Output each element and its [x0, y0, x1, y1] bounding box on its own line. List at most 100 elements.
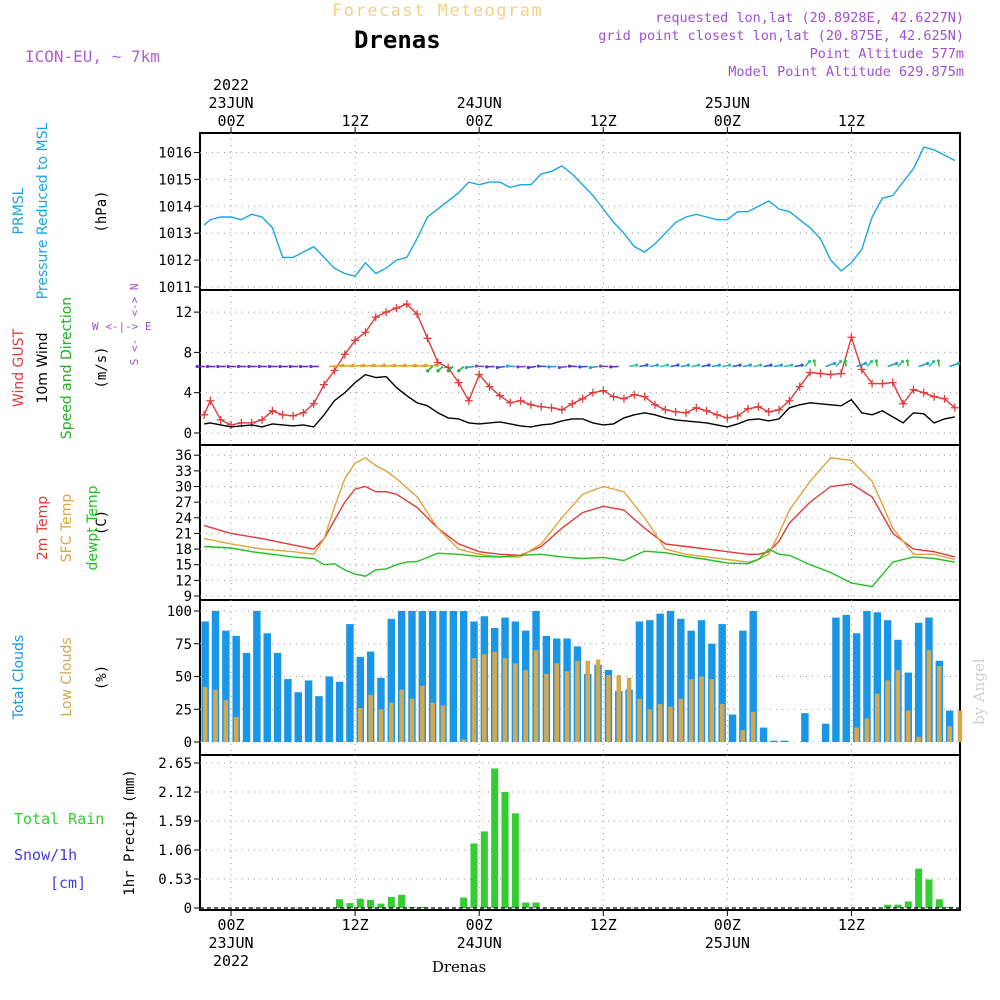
gust-point	[588, 388, 597, 397]
series-line-2m-temp	[203, 483, 955, 558]
y-tick-label: 1.06	[158, 843, 192, 859]
wind-arrow-head	[728, 363, 732, 367]
y-tick-label: 18	[175, 542, 192, 558]
y-tick-label: 4	[184, 386, 192, 402]
wind-arrow-head	[267, 364, 272, 369]
low-cloud-bar	[492, 651, 497, 742]
low-cloud-bar	[378, 709, 384, 742]
gust-point	[330, 366, 339, 375]
total-cloud-bar	[397, 611, 406, 742]
gust-point	[816, 369, 825, 378]
wind-arrow	[411, 364, 426, 368]
gust-point	[216, 415, 225, 424]
gust-point	[340, 350, 349, 359]
wind-arrow-head	[666, 363, 670, 367]
gust-point	[206, 396, 215, 405]
total-cloud-bar	[418, 611, 427, 742]
panel-clouds: 0 25 50 75 100 (%) Total Clouds Low Clouds	[11, 599, 963, 756]
wind-arrow-head	[645, 363, 649, 367]
panel-side-label: PRMSL	[11, 187, 27, 234]
wind-arrow-head	[895, 361, 899, 365]
wind-arrow-head	[247, 364, 251, 369]
y-axis-label: (m/s)	[94, 346, 110, 388]
panel-precip: 0 0.53 1.06 1.59 2.12 2.65 1hr Precip (mm) Tota…	[14, 754, 961, 917]
y-tick-label: 1011	[158, 280, 192, 296]
model-label: ICON-EU, ~ 7km	[25, 47, 160, 66]
wind-arrow-head	[278, 364, 282, 369]
gust-point	[526, 400, 535, 409]
panel-side-label: Total Clouds	[11, 635, 27, 720]
header: Forecast Meteogram Drenas ICON-EU, ~ 7km…	[25, 1, 988, 976]
wind-arrow	[422, 364, 437, 368]
wind-arrow-head	[790, 363, 794, 367]
station-title: Drenas	[354, 26, 441, 54]
wind-arrow-head	[697, 363, 701, 367]
rain-bar	[367, 899, 375, 908]
total-cloud-bar	[428, 611, 437, 742]
low-cloud-bar	[647, 709, 653, 742]
low-cloud-bar	[357, 707, 363, 742]
requested-coords: requested lon,lat (20.8928E, 42.6227N)	[655, 10, 964, 26]
panel-side-label: 2m Temp	[35, 496, 51, 560]
total-cloud-bar	[873, 612, 882, 742]
low-cloud-bar	[554, 663, 560, 742]
wind-arrow-head	[843, 359, 847, 363]
wind-arrow-head	[446, 369, 450, 373]
wind-arrow-head	[717, 363, 721, 367]
gust-point	[619, 394, 628, 403]
total-cloud-bar	[801, 713, 809, 742]
y-tick-label: 33	[175, 464, 192, 480]
rain-bar	[336, 899, 344, 908]
wind-arrow-head	[838, 359, 843, 364]
low-cloud-bar	[616, 675, 622, 742]
gust-point	[930, 392, 939, 401]
low-cloud-bar	[668, 706, 673, 742]
panel-side-label: Wind GUST	[11, 328, 27, 407]
wind-arrow	[339, 364, 354, 368]
rain-bar	[925, 879, 933, 908]
total-cloud-bar	[211, 611, 220, 742]
panel-wind: 0 4 8 12 (m/s) Wind GUST 10m Wind Speed and Dir…	[11, 283, 961, 446]
low-cloud-bar	[709, 679, 715, 742]
compass-rose: <-> N W <-|-> E S <-	[92, 283, 152, 365]
total-cloud-bar	[863, 611, 871, 742]
series-line-wind-gust	[203, 303, 956, 426]
wind-arrow-head	[635, 363, 639, 367]
total-cloud-bar	[749, 611, 757, 742]
wind-arrow-head	[288, 364, 292, 369]
gust-point	[950, 403, 959, 412]
total-cloud-bar	[201, 621, 209, 742]
rain-bar	[356, 898, 364, 908]
gust-point	[299, 408, 308, 417]
gust-point	[568, 399, 577, 408]
total-cloud-bar	[770, 740, 778, 742]
gust-point	[857, 365, 866, 374]
top-time-label: 24JUN	[457, 94, 502, 112]
rain-bar	[418, 906, 426, 908]
y-tick-label: 12	[175, 573, 192, 589]
bottom-time-label: 2022	[213, 952, 249, 970]
wind-arrow	[329, 364, 344, 368]
y-tick-label: 8	[184, 345, 192, 361]
wind-arrow-head	[864, 361, 868, 365]
rain-bar	[904, 901, 912, 908]
bottom-time-label: 12Z	[590, 916, 617, 934]
bottom-time-label: 23JUN	[208, 934, 253, 952]
total-cloud-bar	[821, 723, 830, 742]
snow-unit-label: [cm]	[50, 874, 86, 892]
gust-point	[681, 408, 690, 417]
panel-side-label: Speed and Direction	[59, 297, 75, 439]
total-cloud-bar	[439, 611, 447, 742]
series-line-dewpt-temp	[204, 545, 955, 588]
wind-arrow-head	[759, 363, 763, 367]
wind-arrow-head	[485, 365, 489, 369]
y-tick-label: 2.12	[158, 785, 192, 801]
wind-arrow-head	[926, 361, 930, 365]
gust-point	[351, 336, 360, 345]
wind-arrow	[380, 364, 395, 368]
rain-bar	[935, 899, 943, 908]
gust-point	[671, 407, 680, 416]
y-tick-label: 36	[175, 448, 192, 464]
wind-arrow-head	[932, 359, 936, 364]
